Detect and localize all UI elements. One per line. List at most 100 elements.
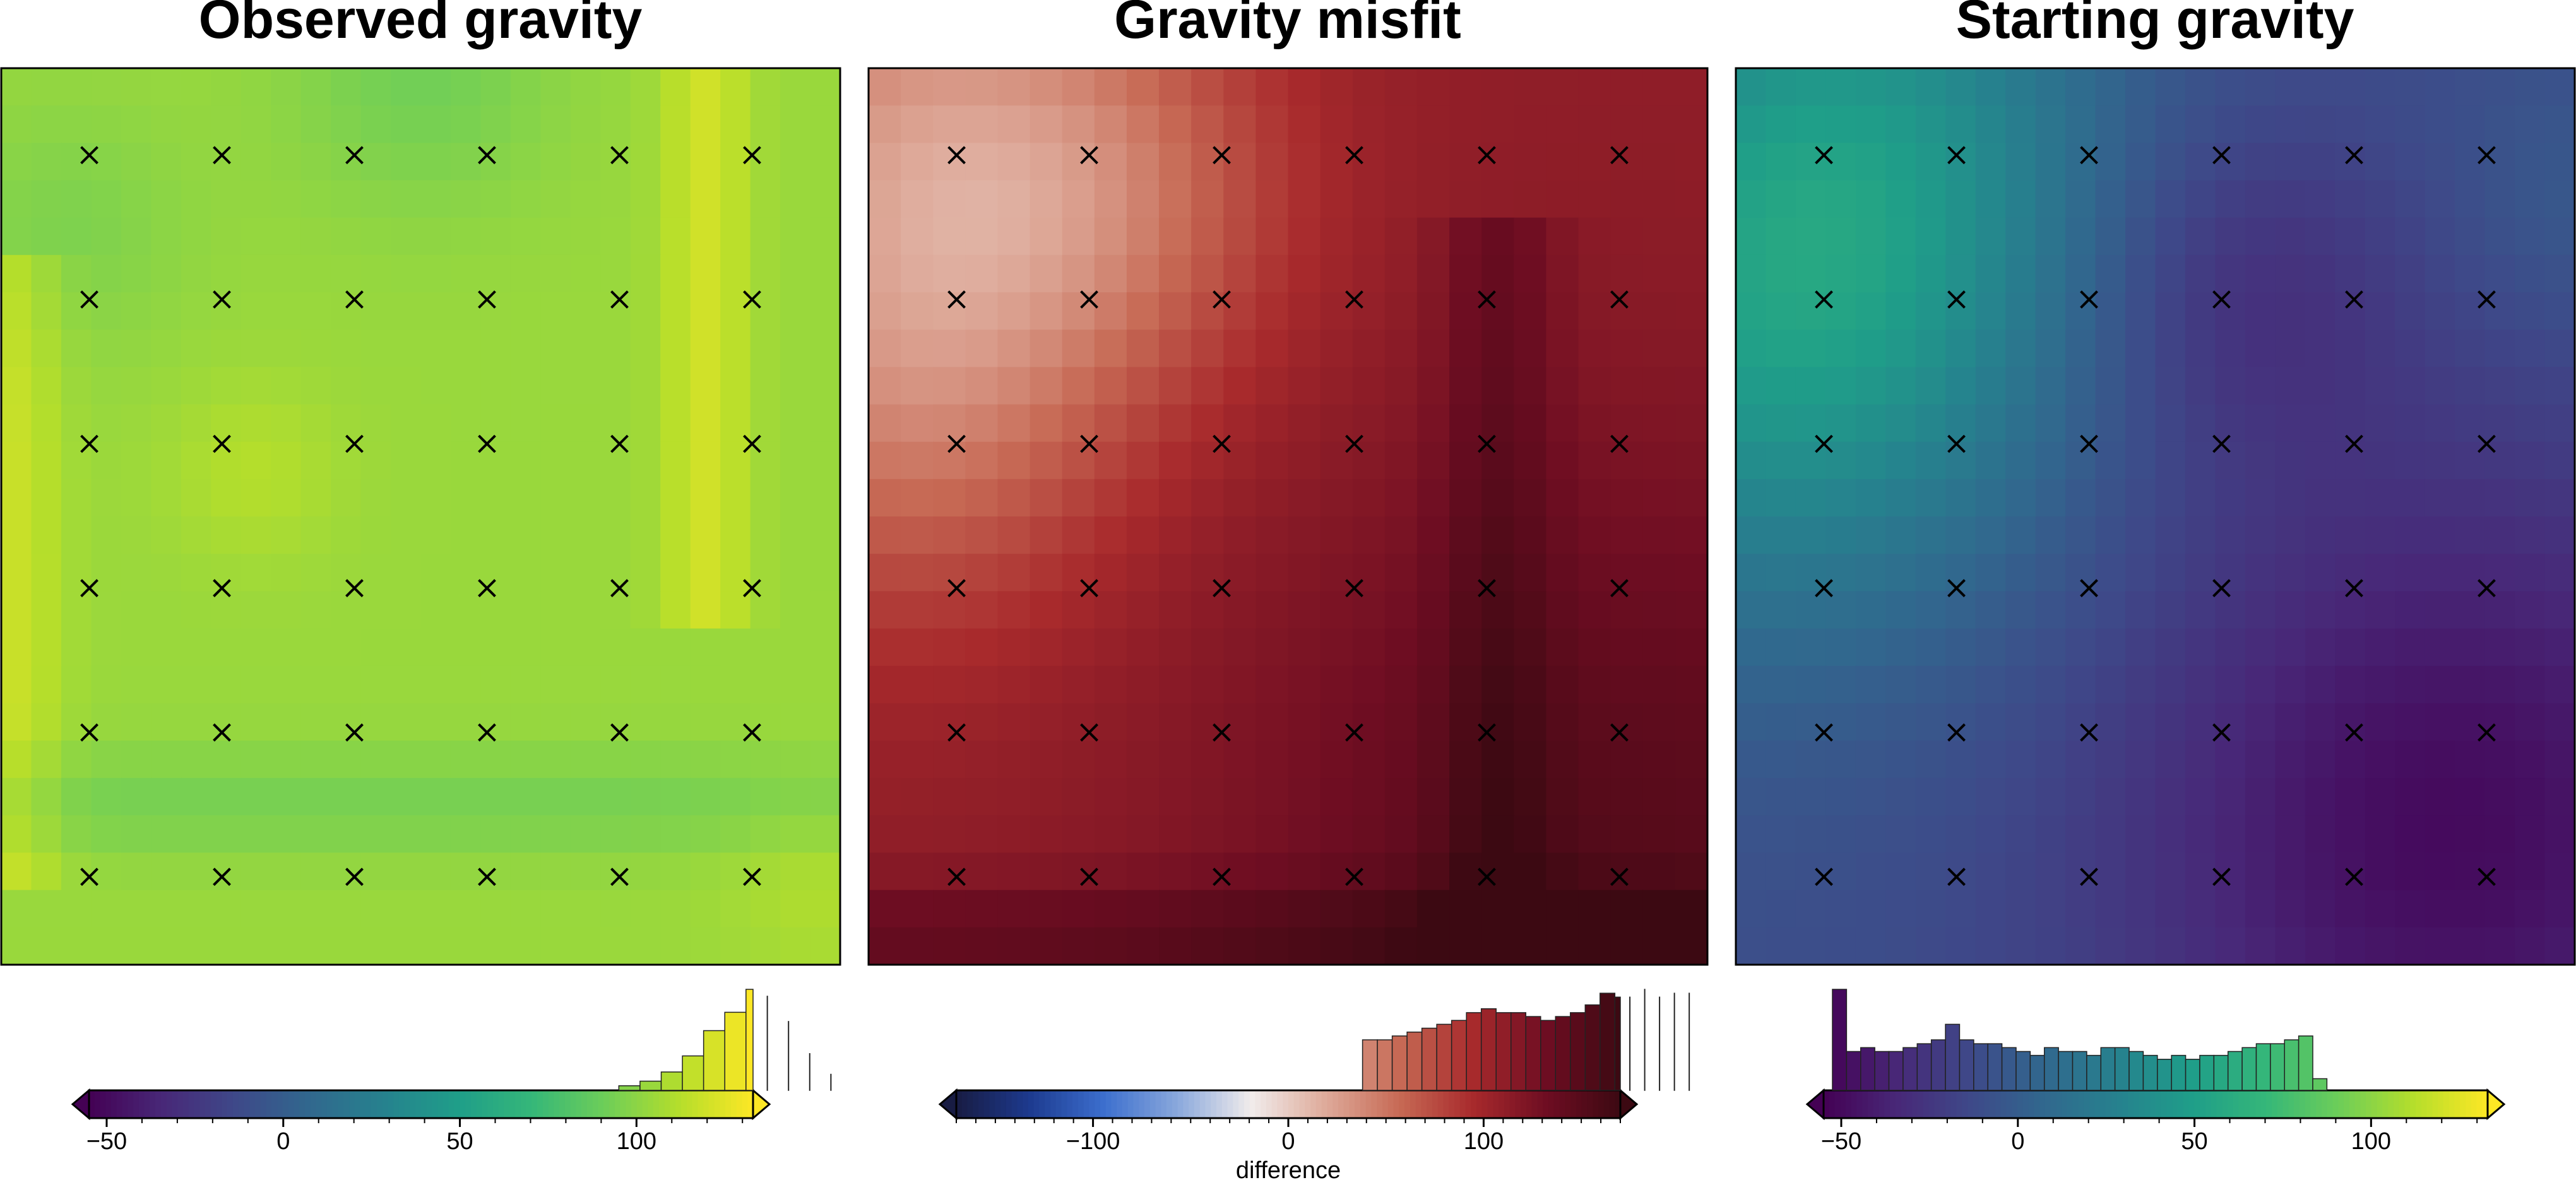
grid-cell [61,815,92,854]
colorbar-segment [1189,1090,1195,1118]
grid-cell [2095,628,2126,667]
grid-cell [540,890,571,928]
colorbar-segment [2277,1090,2284,1118]
colorbar-segment [564,1090,571,1118]
grid-cell [869,330,901,368]
panel-title: Starting gravity [1956,0,2354,50]
grid-cell [480,367,511,405]
grid-cell [1416,591,1450,629]
grid-cell [997,554,1031,592]
grid-cell [600,927,631,965]
gravity-map [867,67,1709,966]
colorbar-segment [354,1090,361,1118]
grid-cell [450,665,482,704]
grid-cell [2095,665,2126,704]
grid-cell [2305,217,2336,256]
grid-cell [91,591,122,629]
station-marker [1610,146,1629,165]
grid-cell [450,404,482,443]
grid-cell [360,217,391,256]
grid-cell [1126,927,1160,965]
grid-cell [300,254,331,293]
grid-cell [997,665,1031,704]
grid-cell [2065,815,2096,854]
grid-cell [2065,180,2096,218]
grid-cell [2005,815,2036,854]
grid-cell [121,890,152,928]
colorbar-segment [2377,1090,2383,1118]
grid-cell [91,180,122,218]
colorbar-segment [1415,1090,1422,1118]
grid-cell [540,741,571,778]
grid-cell [2245,441,2276,480]
grid-cell [1481,741,1515,778]
colorbar-segment [2034,1090,2040,1118]
grid-cell [965,554,999,592]
histogram-bar [1570,1012,1586,1091]
colorbar-segment [2188,1090,2195,1118]
histogram-bar [2171,1054,2187,1091]
colorbar-segment [1609,1090,1616,1118]
colorbar-tick-label: 0 [2011,1128,2024,1155]
grid-cell [2035,479,2066,517]
grid-cell [1855,815,1887,854]
grid-cell [1975,741,2006,778]
grid-cell [1062,68,1095,106]
station-marker [478,867,496,886]
grid-cell [271,68,302,106]
grid-cell [2335,665,2366,704]
station-marker [345,146,364,165]
colorbar-segment [2222,1090,2228,1118]
grid-cell [2245,703,2276,741]
grid-cell [151,554,182,592]
grid-cell [933,591,966,629]
grid-cell [2544,554,2575,592]
grid-cell [1094,852,1127,891]
grid-cell [1126,591,1160,629]
colorbar-segment [277,1090,283,1118]
colorbar-segment [1459,1090,1466,1118]
colorbar-segment [1387,1090,1394,1118]
grid-cell [1255,591,1289,629]
histogram-bar [2185,1059,2200,1091]
grid-cell [1159,105,1192,144]
grid-cell [240,479,271,517]
histogram-bar [2142,1054,2158,1091]
station-marker [80,723,98,742]
grid-cell [933,741,966,778]
grid-cell [2395,105,2426,144]
grid-cell [1320,292,1353,330]
colorbar-segment [692,1090,699,1118]
grid-cell [1514,143,1547,181]
histogram-bar [1614,996,1621,1091]
grid-cell [480,105,511,144]
colorbar-segment [2017,1090,2024,1118]
grid-cell [2395,217,2426,256]
grid-cell [121,852,152,891]
grid-cell [480,516,511,554]
grid-cell [151,628,182,667]
colorbar-segment [1862,1090,1868,1118]
grid-cell [1736,778,1767,816]
grid-cell [690,554,721,592]
grid-cell [690,143,721,181]
grid-cell [2425,591,2455,629]
grid-cell [1481,367,1515,405]
grid-cell [391,628,422,667]
grid-cell [360,815,391,854]
histogram-bar [2213,1054,2229,1091]
grid-cell [1514,703,1547,741]
grid-cell [240,217,271,256]
colorbar-segment [631,1090,638,1118]
panel-title: Gravity misfit [1114,0,1461,50]
grid-cell [211,217,242,256]
colorbar-segment [1923,1090,1930,1118]
grid-cell [1416,105,1450,144]
grid-cell [965,143,999,181]
station-marker [610,867,629,886]
grid-cell [2544,254,2575,293]
colorbar-segment [1945,1090,1952,1118]
grid-cell [31,217,62,256]
grid-cell [2425,143,2455,181]
grid-cell [1,367,32,405]
